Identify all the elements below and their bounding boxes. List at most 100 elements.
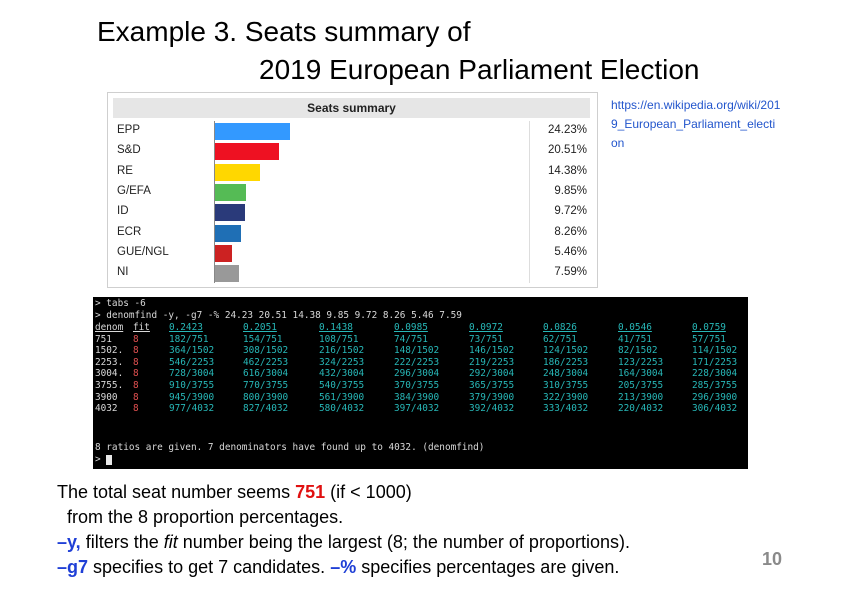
terminal-fraction-cell: 171/2253	[692, 356, 738, 368]
chart-row: G/EFA 9.85%	[108, 182, 597, 202]
terminal-fraction-cell: 62/751	[543, 333, 577, 345]
terminal-fraction-cell: 322/3900	[543, 391, 589, 403]
terminal-command-tabs: > tabs -6	[95, 298, 146, 309]
terminal-ratio-header: 0.0972	[469, 322, 503, 333]
chart-value-label: 20.51%	[547, 144, 587, 157]
chart-bar	[215, 244, 232, 262]
terminal-ratio-header: 0.2051	[243, 322, 277, 333]
terminal-fit-cell: 8	[133, 403, 139, 415]
chart-row: ECR 8.26%	[108, 223, 597, 243]
terminal-fraction-cell: 82/1502	[618, 345, 658, 357]
terminal-fraction-cell: 432/3004	[319, 368, 365, 380]
chart-category-label: ECR	[117, 225, 142, 238]
terminal-fraction-cell: 219/2253	[469, 356, 515, 368]
terminal-fraction-cell: 308/1502	[243, 345, 289, 357]
terminal-ratio-header: 0.0759	[692, 322, 726, 333]
terminal-fraction-cell: 728/3004	[169, 368, 215, 380]
chart-bar	[215, 143, 279, 161]
chart-row: GUE/NGL 5.46%	[108, 243, 597, 263]
terminal-fraction-cell: 57/751	[692, 333, 726, 345]
body-line-1: The total seat number seems 751 (if < 10…	[57, 482, 412, 502]
terminal-fraction-cell: 285/3755	[692, 380, 738, 391]
terminal-fraction-cell: 213/3900	[618, 391, 664, 403]
chart-value-label: 24.23%	[547, 124, 587, 136]
terminal-fraction-cell: 74/751	[394, 333, 428, 345]
terminal-fraction-cell: 146/1502	[469, 345, 515, 357]
chart-category-label: ID	[117, 205, 129, 218]
seats-summary-chart: Seats summary EPP 24.23% S&D 20.51% RE 14.38%…	[107, 92, 598, 288]
terminal-fraction-cell: 164/3004	[618, 368, 664, 380]
terminal-denom-cell: 3004.	[95, 368, 124, 380]
terminal-fraction-cell: 540/3755	[319, 380, 365, 391]
terminal-denom-cell: 751	[95, 333, 112, 345]
chart-bar	[215, 265, 239, 283]
terminal-denom-cell: 3755.	[95, 380, 124, 391]
terminal-denom-cell: 2253.	[95, 356, 124, 368]
terminal-fraction-cell: 370/3755	[394, 380, 440, 391]
terminal-fraction-cell: 186/2253	[543, 356, 589, 368]
body-line-4: –g7 specifies to get 7 candidates. –% sp…	[57, 557, 620, 577]
terminal-fraction-cell: 827/4032	[243, 403, 289, 415]
chart-bar	[215, 183, 246, 201]
terminal-fit-cell: 8	[133, 368, 139, 380]
chart-row: EPP 24.23%	[108, 121, 597, 141]
chart-row: S&D 20.51%	[108, 141, 597, 161]
flag-g7: –g7	[57, 557, 89, 577]
terminal-fraction-cell: 392/4032	[469, 403, 515, 415]
terminal-fit-cell: 8	[133, 333, 139, 345]
terminal-summary: 8 ratios are given. 7 denominators have …	[95, 442, 485, 453]
terminal-ratio-header: 0.0546	[618, 322, 652, 333]
terminal-fraction-cell: 73/751	[469, 333, 503, 345]
terminal-fraction-cell: 123/2253	[618, 356, 664, 368]
chart-bar	[215, 224, 241, 242]
terminal-fraction-cell: 182/751	[169, 333, 209, 345]
terminal-fraction-cell: 216/1502	[319, 345, 365, 357]
terminal-denom-cell: 3900	[95, 391, 118, 403]
flag-percent: –%	[330, 557, 357, 577]
body-line-2: from the 8 proportion percentages.	[67, 507, 344, 527]
terminal-fit-cell: 8	[133, 391, 139, 403]
terminal-fraction-cell: 616/3004	[243, 368, 289, 380]
terminal-fraction-cell: 114/1502	[692, 345, 738, 357]
terminal-fraction-cell: 462/2253	[243, 356, 289, 368]
page-number: 10	[762, 549, 783, 569]
chart-row: RE 14.38%	[108, 162, 597, 182]
terminal-fraction-cell: 220/4032	[618, 403, 664, 415]
terminal-window: > tabs -6 > denomfind -y, -g7 -% 24.23 2…	[93, 297, 748, 469]
terminal-fraction-cell: 324/2253	[319, 356, 365, 368]
chart-category-label: G/EFA	[117, 184, 151, 197]
body-line-3: –y, filters the fit number being the lar…	[57, 532, 630, 552]
chart-category-label: EPP	[117, 124, 141, 136]
chart-pct-divider	[529, 121, 530, 283]
chart-value-label: 14.38%	[547, 164, 587, 177]
terminal-fraction-cell: 310/3755	[543, 380, 589, 391]
terminal-fraction-cell: 561/3900	[319, 391, 365, 403]
terminal-fraction-cell: 41/751	[618, 333, 652, 345]
chart-row: NI 7.59%	[108, 263, 597, 283]
terminal-fraction-cell: 108/751	[319, 333, 359, 345]
terminal-fraction-cell: 248/3004	[543, 368, 589, 380]
terminal-fraction-cell: 397/4032	[394, 403, 440, 415]
chart-value-label: 8.26%	[554, 225, 587, 238]
terminal-fraction-cell: 292/3004	[469, 368, 515, 380]
chart-category-label: GUE/NGL	[117, 245, 169, 258]
wikipedia-link[interactable]: https://en.wikipedia.org/wiki/2019_Europ…	[611, 98, 781, 150]
terminal-ratio-header: 0.0826	[543, 322, 577, 333]
chart-value-label: 9.85%	[554, 184, 587, 197]
terminal-fraction-cell: 228/3004	[692, 368, 738, 380]
terminal-fit-cell: 8	[133, 380, 139, 391]
chart-category-label: S&D	[117, 144, 141, 157]
terminal-prompt: >	[95, 454, 113, 466]
chart-category-label: RE	[117, 164, 133, 177]
terminal-command-denomfind: > denomfind -y, -g7 -% 24.23 20.51 14.38…	[95, 310, 462, 321]
chart-value-label: 7.59%	[554, 266, 587, 279]
chart-title: Seats summary	[113, 98, 590, 118]
terminal-header-denom: denom	[95, 322, 124, 333]
terminal-fit-cell: 8	[133, 345, 139, 357]
terminal-fraction-cell: 379/3900	[469, 391, 515, 403]
terminal-fraction-cell: 296/3900	[692, 391, 738, 403]
terminal-fit-cell: 8	[133, 356, 139, 368]
terminal-fraction-cell: 306/4032	[692, 403, 738, 415]
terminal-fraction-cell: 580/4032	[319, 403, 365, 415]
terminal-denom-cell: 4032	[95, 403, 118, 415]
